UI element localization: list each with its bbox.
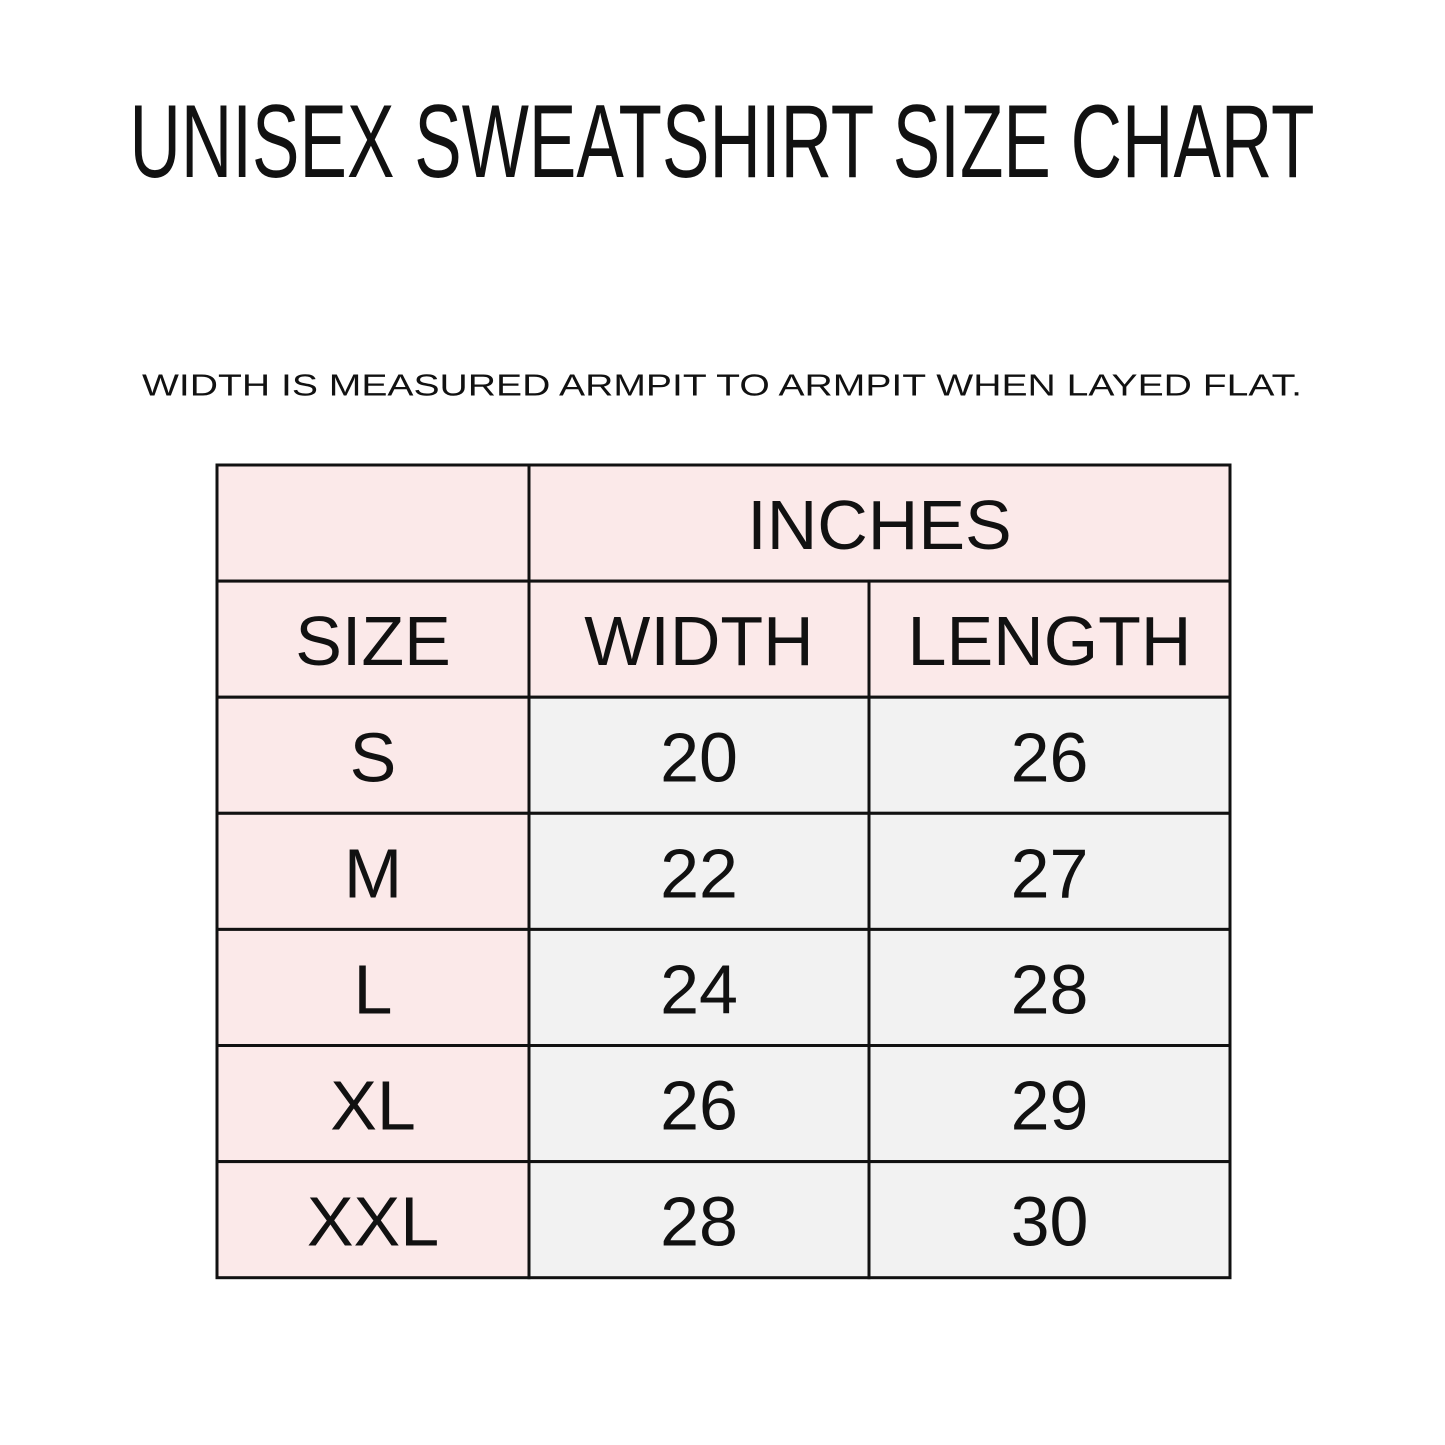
table-cell	[867, 927, 1232, 1048]
table-cell	[215, 1044, 531, 1164]
measurement: 26	[1011, 718, 1089, 796]
measurement: 27	[1011, 834, 1089, 912]
table-cell	[215, 1160, 531, 1280]
table-cell	[867, 1044, 1232, 1164]
table-cell	[527, 1044, 871, 1164]
note: WIDTH IS MEASURED ARMPIT TO ARMPIT WHEN …	[142, 368, 1302, 403]
size-label: XL	[330, 1067, 416, 1145]
column-header: WIDTH	[584, 602, 813, 680]
size-label: L	[354, 950, 393, 1028]
table-cell	[215, 811, 531, 931]
measurement: 26	[660, 1067, 738, 1145]
table-cell	[215, 463, 531, 583]
table-cell	[527, 927, 871, 1048]
measurement: 24	[660, 950, 738, 1028]
table-cell	[527, 463, 1232, 583]
measurement: 22	[660, 834, 738, 912]
measurement: 28	[660, 1183, 738, 1261]
table-cell	[867, 695, 1232, 815]
size-label: S	[350, 718, 397, 796]
column-header: LENGTH	[908, 602, 1192, 680]
measurement: 20	[660, 718, 738, 796]
table-cell	[867, 1160, 1232, 1280]
table-cell	[527, 1160, 871, 1280]
group-header: INCHES	[747, 486, 1011, 564]
title: UNISEX SWEATSHIRT SIZE CHART	[130, 84, 1315, 200]
measurement: 30	[1011, 1183, 1089, 1261]
size-label: M	[344, 834, 402, 912]
measurement: 28	[1011, 950, 1089, 1028]
size-label: XXL	[307, 1183, 439, 1261]
column-header: SIZE	[295, 602, 451, 680]
table-cell	[527, 811, 871, 931]
measurement: 29	[1011, 1067, 1089, 1145]
table-cell	[867, 811, 1232, 931]
table-cell	[215, 579, 531, 699]
table-cell	[527, 579, 871, 699]
